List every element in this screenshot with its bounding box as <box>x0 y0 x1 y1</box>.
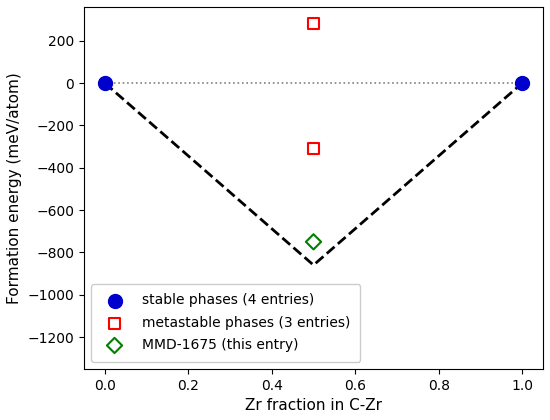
metastable phases (3 entries) <box>309 21 318 27</box>
X-axis label: Zr fraction in C-Zr: Zr fraction in C-Zr <box>245 398 382 413</box>
stable phases (4 entries) <box>518 80 526 87</box>
metastable phases (3 entries) <box>309 145 318 152</box>
stable phases (4 entries) <box>101 80 109 87</box>
Y-axis label: Formation energy (meV/atom): Formation energy (meV/atom) <box>7 72 22 304</box>
MMD-1675 (this entry) <box>309 239 318 245</box>
Legend: stable phases (4 entries), metastable phases (3 entries), MMD-1675 (this entry): stable phases (4 entries), metastable ph… <box>91 284 360 362</box>
